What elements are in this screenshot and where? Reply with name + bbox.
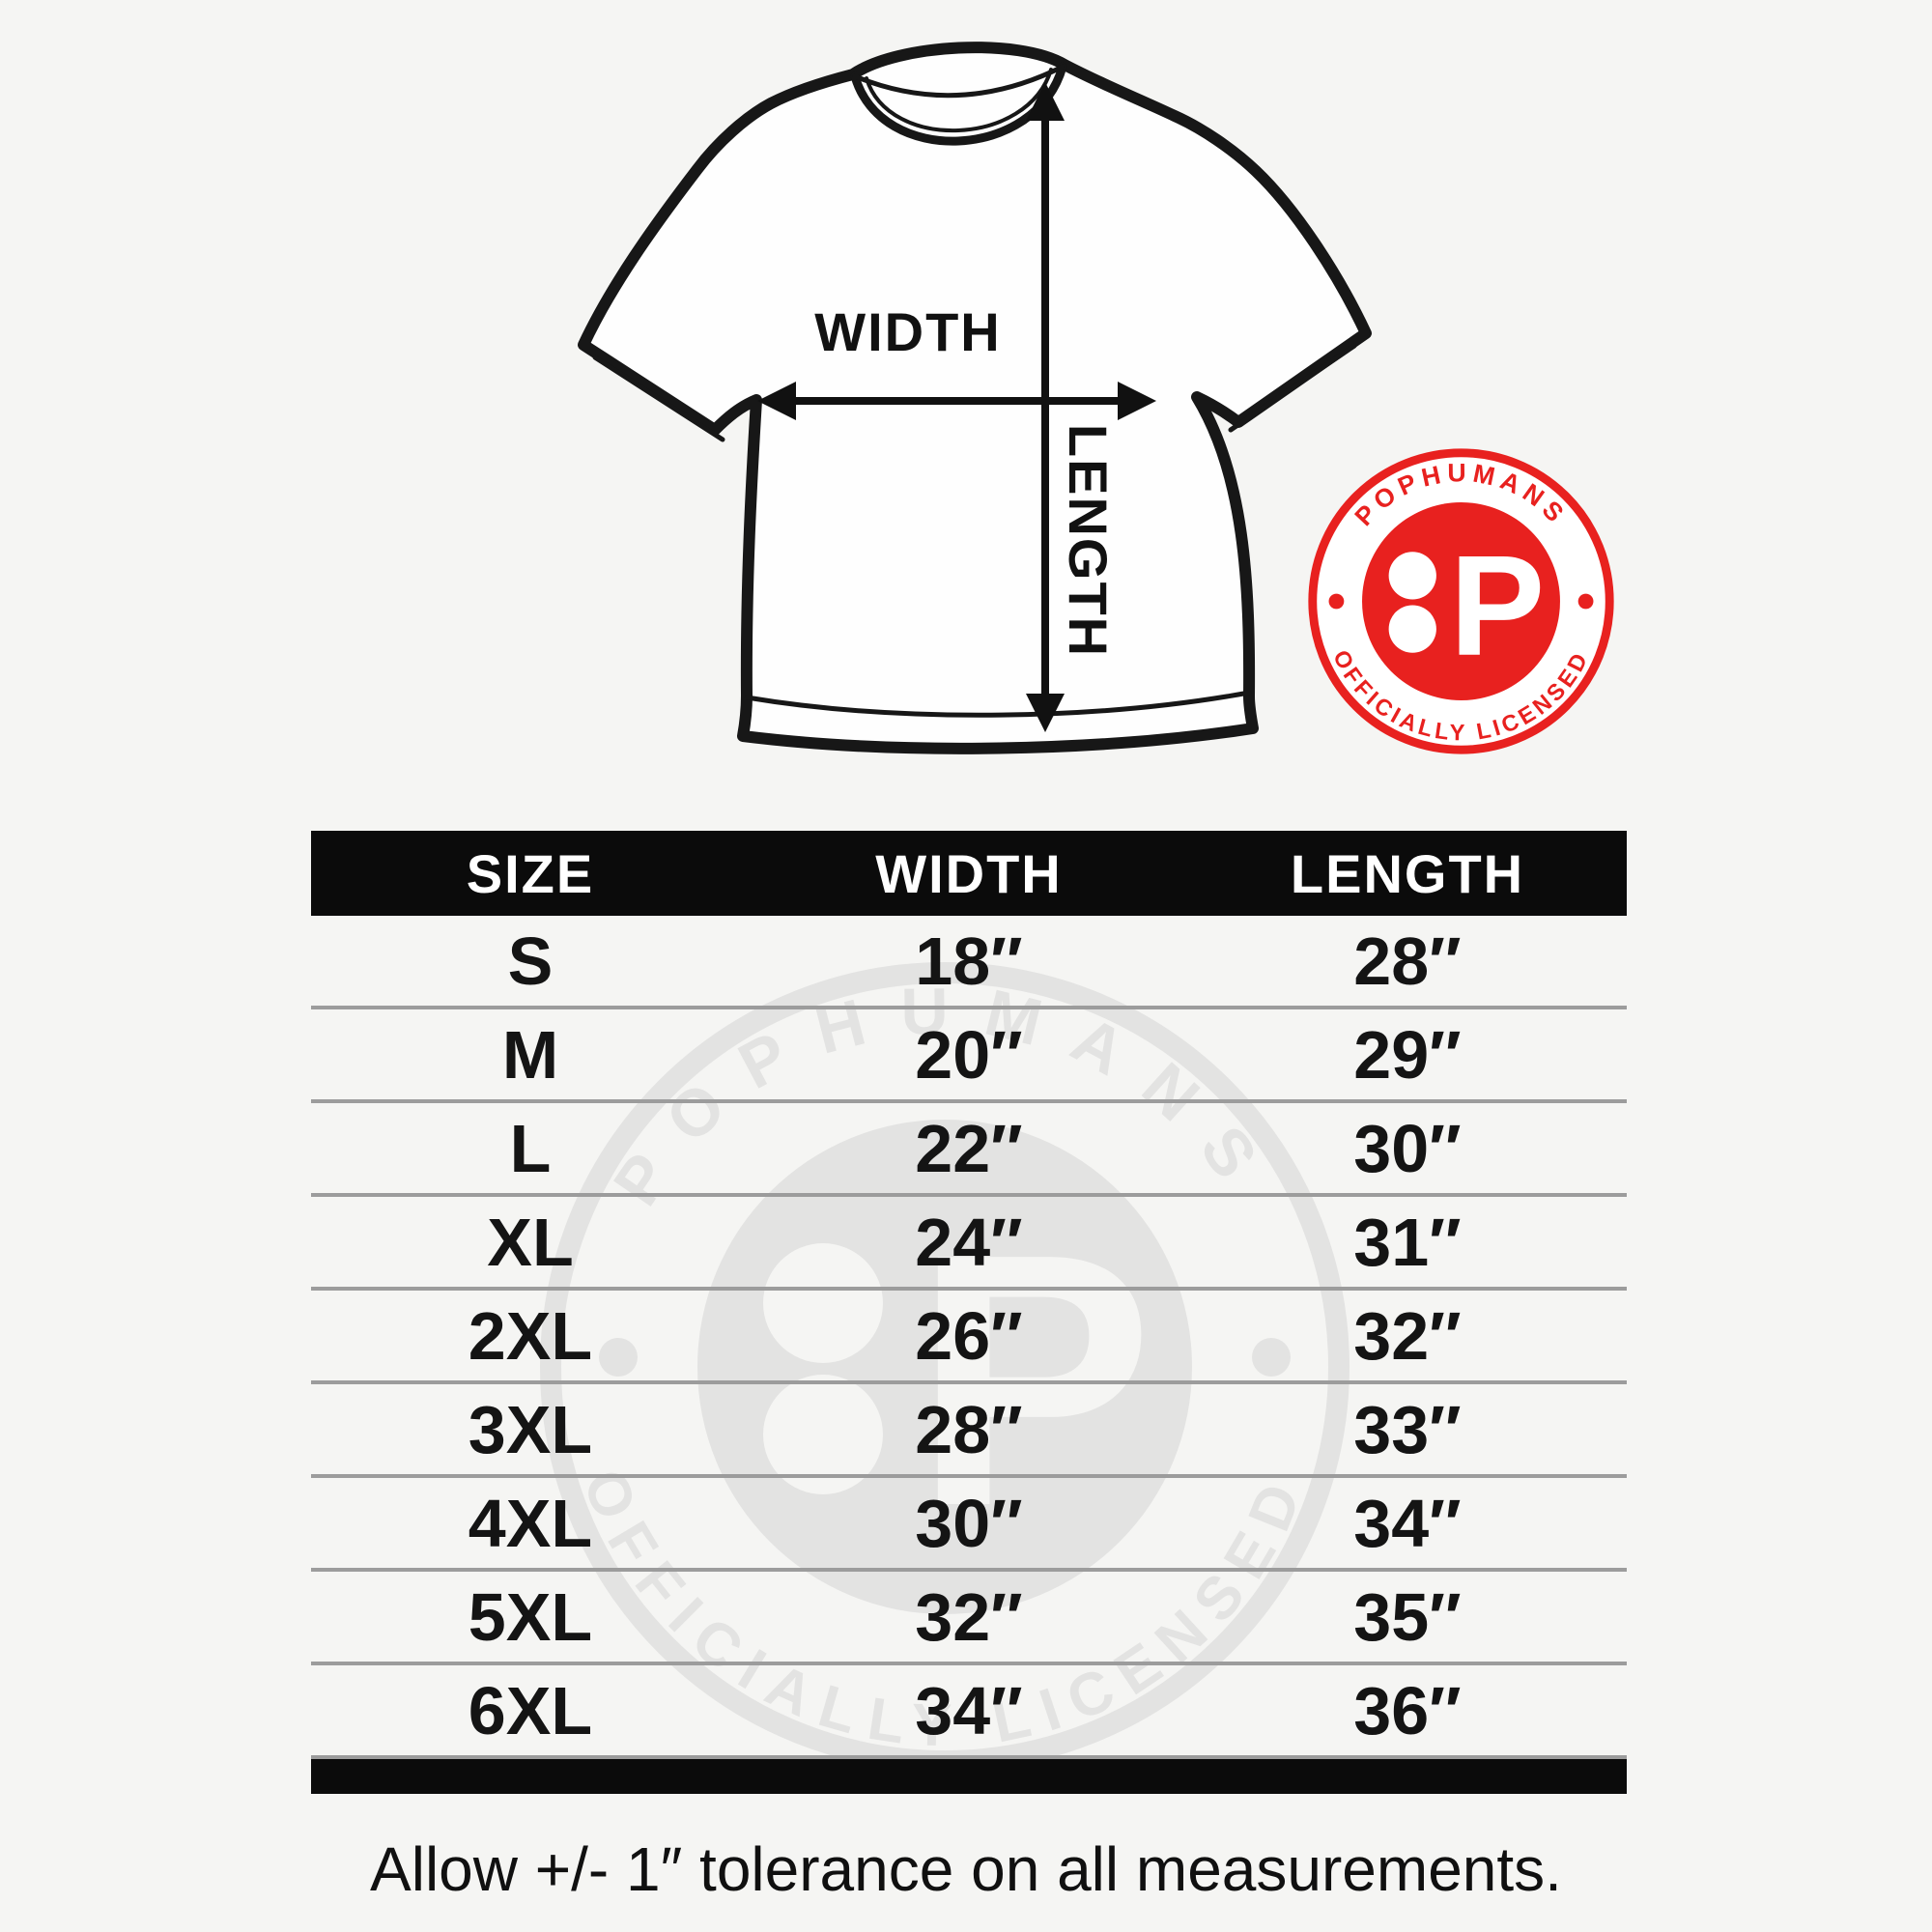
table-row: 5XL 32″ 35″ bbox=[311, 1572, 1627, 1665]
row-width: 24″ bbox=[915, 1204, 1023, 1280]
row-length: 30″ bbox=[1353, 1110, 1462, 1186]
row-width: 28″ bbox=[915, 1391, 1023, 1467]
row-length: 33″ bbox=[1353, 1391, 1462, 1467]
badge-side-dot-right bbox=[1577, 593, 1594, 610]
row-length: 36″ bbox=[1353, 1672, 1462, 1748]
row-size: 4XL bbox=[468, 1485, 593, 1561]
row-width: 18″ bbox=[915, 923, 1023, 999]
badge-side-dot-left bbox=[1328, 593, 1345, 610]
width-measure-arrow bbox=[757, 382, 1156, 420]
table-row: L 22″ 30″ bbox=[311, 1103, 1627, 1197]
row-length: 32″ bbox=[1353, 1297, 1462, 1374]
table-row: XL 24″ 31″ bbox=[311, 1197, 1627, 1291]
row-width: 22″ bbox=[915, 1110, 1023, 1186]
table-row: S 18″ 28″ bbox=[311, 916, 1627, 1009]
header-length: LENGTH bbox=[1290, 842, 1525, 904]
collar-band-inner bbox=[865, 68, 1053, 132]
watermark-side-dot-left bbox=[599, 1338, 638, 1377]
right-sleeve-cuff-line bbox=[1228, 343, 1357, 433]
row-size: 6XL bbox=[468, 1672, 593, 1748]
row-size: M bbox=[501, 1016, 559, 1093]
row-size: 2XL bbox=[468, 1297, 593, 1374]
size-table-header: SIZE WIDTH LENGTH bbox=[311, 831, 1627, 916]
watermark-colon-dot-bottom bbox=[763, 1375, 883, 1494]
row-size: 3XL bbox=[468, 1391, 593, 1467]
row-length: 35″ bbox=[1353, 1578, 1462, 1655]
row-width: 26″ bbox=[915, 1297, 1023, 1374]
bottom-hem-fold-line bbox=[744, 690, 1252, 718]
licensed-badge: P POPHUMANS OFFICIALLY LICENSED bbox=[1308, 448, 1614, 754]
watermark-colon-dot-top bbox=[763, 1243, 883, 1363]
table-row: 2XL 26″ 32″ bbox=[311, 1291, 1627, 1384]
row-width: 32″ bbox=[915, 1578, 1023, 1655]
row-width: 30″ bbox=[915, 1485, 1023, 1561]
row-width: 34″ bbox=[915, 1672, 1023, 1748]
row-length: 31″ bbox=[1353, 1204, 1462, 1280]
row-width: 20″ bbox=[915, 1016, 1023, 1093]
tshirt-diagram: WIDTH LENGTH bbox=[578, 42, 1372, 754]
left-sleeve-cuff-line bbox=[592, 355, 725, 442]
width-arrow-label: WIDTH bbox=[814, 301, 1002, 362]
watermark-monogram: P bbox=[914, 1179, 1153, 1580]
table-row: M 20″ 29″ bbox=[311, 1009, 1627, 1103]
row-length: 29″ bbox=[1353, 1016, 1462, 1093]
watermark-side-dot-right bbox=[1252, 1338, 1291, 1377]
table-row: 4XL 30″ 34″ bbox=[311, 1478, 1627, 1572]
header-size: SIZE bbox=[466, 842, 595, 904]
brand-watermark: P POPHUMANS OFFICIALLY LICENSED bbox=[540, 962, 1350, 1772]
badge-colon-dot-top bbox=[1388, 552, 1436, 600]
badge-colon-dot-bottom bbox=[1388, 605, 1436, 653]
row-size: XL bbox=[487, 1204, 574, 1280]
table-row: 3XL 28″ 33″ bbox=[311, 1384, 1627, 1478]
collar-back-line bbox=[852, 64, 1065, 99]
length-measure-arrow bbox=[1026, 82, 1065, 732]
size-table: SIZE WIDTH LENGTH S 18″ 28″ M 20″ 29″ L … bbox=[311, 831, 1627, 1794]
row-length: 28″ bbox=[1353, 923, 1462, 999]
tolerance-note: Allow +/- 1″ tolerance on all measuremen… bbox=[370, 1834, 1562, 1904]
badge-monogram: P bbox=[1450, 526, 1546, 686]
row-size: 5XL bbox=[468, 1578, 593, 1655]
row-size: L bbox=[509, 1110, 552, 1186]
length-arrow-label: LENGTH bbox=[1058, 424, 1119, 658]
row-size: S bbox=[507, 923, 554, 999]
header-width: WIDTH bbox=[875, 842, 1063, 904]
row-length: 34″ bbox=[1353, 1485, 1462, 1561]
table-bottom-bar bbox=[311, 1759, 1627, 1794]
table-row: 6XL 34″ 36″ bbox=[311, 1665, 1627, 1759]
